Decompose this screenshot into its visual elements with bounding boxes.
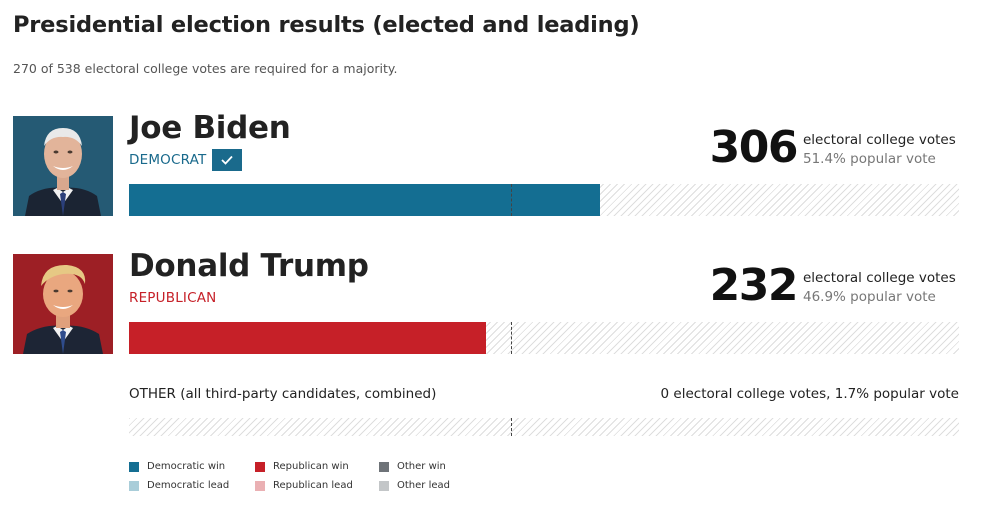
legend-item: Democratic win (129, 461, 225, 472)
legend-item: Democratic lead (129, 480, 229, 491)
popular-vote-label: 51.4% popular vote (803, 151, 936, 167)
legend-label: Democratic win (147, 461, 226, 472)
party-row: REPUBLICAN (129, 287, 216, 309)
other-value: 0 electoral college votes, 1.7% popular … (660, 386, 959, 402)
candidate-name: Donald Trump (129, 248, 369, 284)
legend-label: Republican lead (273, 480, 353, 491)
legend-item: Republican win (255, 461, 349, 472)
majority-line (511, 418, 512, 436)
majority-line (511, 322, 512, 354)
party-label: REPUBLICAN (129, 290, 217, 306)
legend-swatch (129, 461, 139, 472)
bar-track-biden (129, 184, 959, 216)
candidate-row-biden: Joe Biden DEMOCRAT 306 electoral college… (13, 110, 959, 216)
winner-check-icon (211, 149, 242, 171)
electoral-votes-label: electoral college votes (803, 270, 956, 286)
legend: Democratic win Democratic lead Republica… (129, 461, 469, 501)
party-row: DEMOCRAT (129, 149, 242, 171)
electoral-votes-count: 232 (709, 260, 799, 311)
legend-swatch (379, 480, 389, 491)
bar-track-other (129, 418, 959, 436)
party-label: DEMOCRAT (129, 152, 207, 168)
other-label: OTHER (all third-party candidates, combi… (129, 386, 437, 402)
bar-biden (129, 184, 600, 216)
legend-item: Republican lead (255, 480, 353, 491)
candidate-photo-trump (13, 254, 113, 354)
legend-swatch (255, 480, 265, 491)
candidate-name: Joe Biden (129, 110, 291, 146)
bar-track-trump (129, 322, 959, 354)
electoral-votes-count: 306 (709, 122, 799, 173)
legend-item: Other lead (379, 480, 450, 491)
legend-swatch (129, 480, 139, 491)
chart-title: Presidential election results (elected a… (13, 12, 640, 38)
legend-label: Other lead (397, 480, 450, 491)
popular-vote-label: 46.9% popular vote (803, 289, 936, 305)
legend-item: Other win (379, 461, 446, 472)
electoral-votes-label: electoral college votes (803, 132, 956, 148)
majority-line (511, 184, 512, 216)
legend-swatch (379, 461, 389, 472)
other-row: OTHER (all third-party candidates, combi… (129, 386, 959, 438)
legend-label: Democratic lead (147, 480, 230, 491)
legend-swatch (255, 461, 265, 472)
legend-label: Other win (397, 461, 446, 472)
candidate-row-trump: Donald Trump REPUBLICAN 232 electoral co… (13, 248, 959, 354)
chart-subtitle: 270 of 538 electoral college votes are r… (13, 61, 398, 76)
bar-trump (129, 322, 486, 354)
candidate-photo-biden (13, 116, 113, 216)
legend-label: Republican win (273, 461, 349, 472)
